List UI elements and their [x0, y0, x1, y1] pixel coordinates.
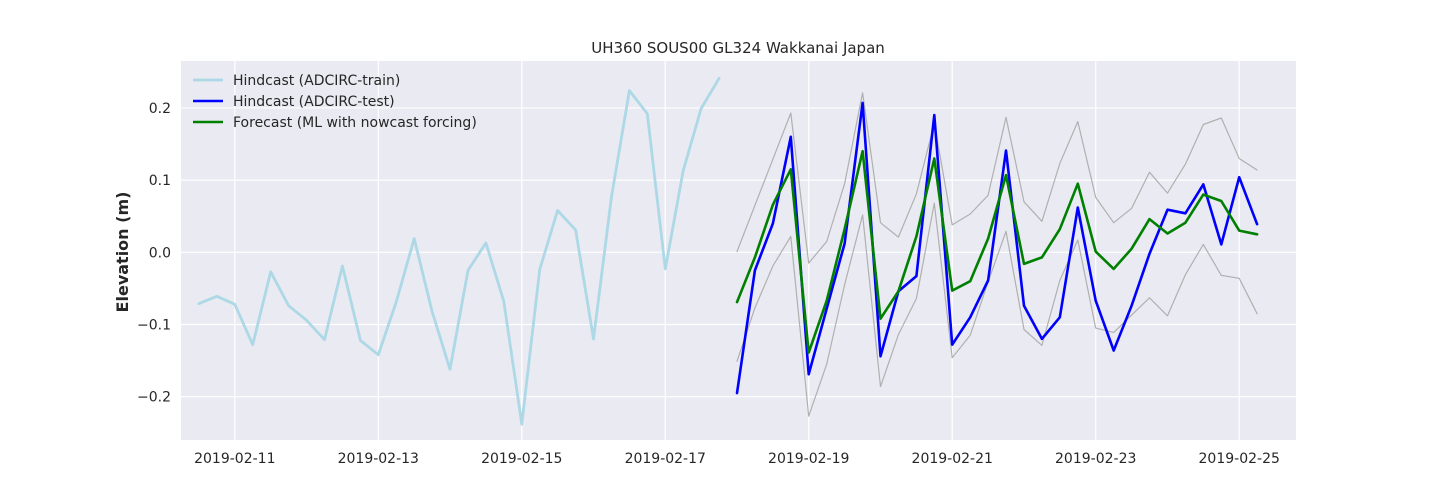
x-tick-label: 2019-02-25: [1199, 451, 1280, 467]
x-tick-label: 2019-02-23: [1055, 451, 1136, 467]
legend-item: Hindcast (ADCIRC-train): [193, 73, 400, 89]
series-line-hindcast-adcirc-test: [735, 101, 1259, 395]
x-tick-label: 2019-02-17: [625, 451, 706, 467]
legend-label: Hindcast (ADCIRC-train): [233, 73, 400, 89]
y-tick-label: 0.0: [149, 245, 171, 261]
x-tick-label: 2019-02-19: [768, 451, 849, 467]
legend-item: Hindcast (ADCIRC-test): [193, 94, 395, 110]
x-tick-label: 2019-02-11: [194, 451, 275, 467]
x-tick-label: 2019-02-13: [338, 451, 419, 467]
y-tick-label: 0.2: [149, 101, 171, 117]
y-tick-label: 0.1: [149, 173, 171, 189]
x-tick-label: 2019-02-15: [481, 451, 562, 467]
series-layer: [197, 76, 1259, 426]
legend-label: Hindcast (ADCIRC-test): [233, 94, 395, 110]
legend-label: Forecast (ML with nowcast forcing): [233, 115, 477, 131]
x-axis: 2019-02-11 2019-02-13 2019-02-15 2019-02-17…: [194, 451, 1280, 467]
x-tick-label: 2019-02-21: [912, 451, 993, 467]
y-tick-label: −0.1: [137, 317, 171, 333]
y-tick-label: −0.2: [137, 390, 171, 406]
legend: Hindcast (ADCIRC-train) Hindcast (ADCIRC-…: [193, 73, 477, 131]
y-axis: −0.2 −0.1 0.0 0.1 0.2: [137, 101, 171, 406]
series-line-upper-band: [736, 92, 1258, 264]
chart-title: UH360 SOUS00 GL324 Wakkanai Japan: [591, 39, 885, 57]
y-axis-label: Elevation (m): [113, 192, 132, 313]
legend-item: Forecast (ML with nowcast forcing): [193, 115, 477, 131]
series-line-lower-band: [736, 202, 1258, 417]
series-line-forecast-ml-with-nowcast-forcing: [735, 149, 1259, 354]
series-line-hindcast-adcirc-train: [197, 76, 721, 426]
